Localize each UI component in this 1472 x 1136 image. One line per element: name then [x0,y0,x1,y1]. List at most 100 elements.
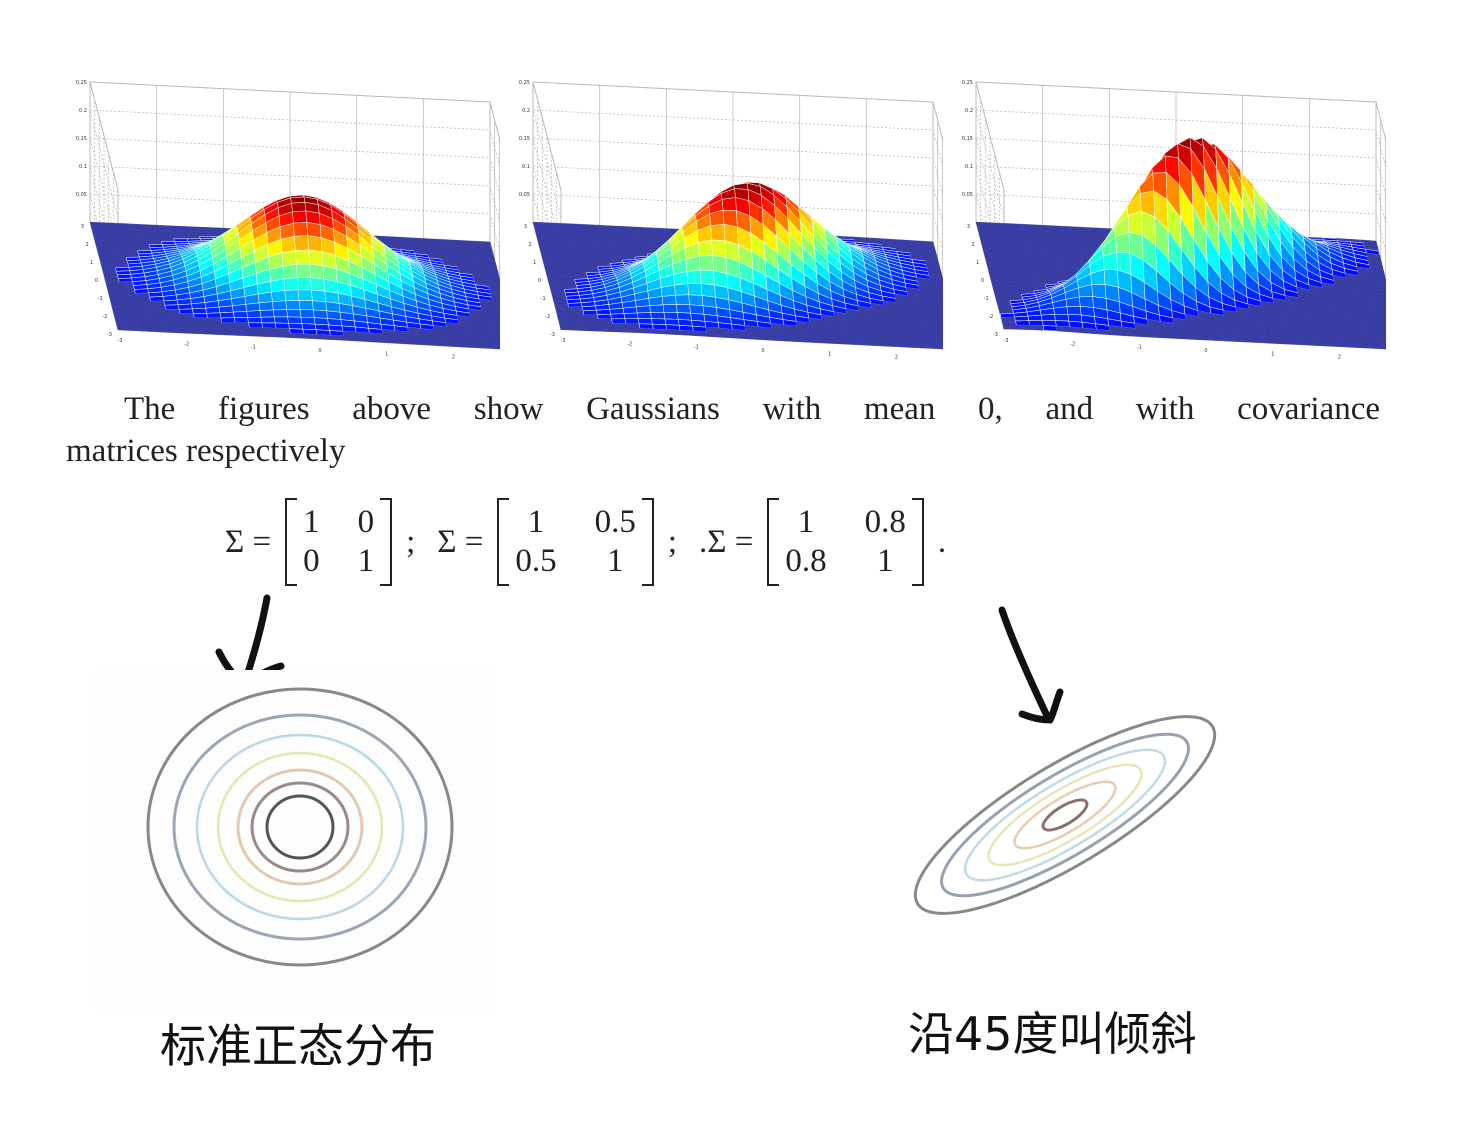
surface-patch [301,323,317,331]
surface-patch [196,329,212,335]
surface-patch [280,235,296,254]
surface-patch [934,298,943,303]
surface-patch [648,296,664,306]
surface-patch [1018,284,1034,289]
covariance-matrix-3: 1 0.8 0.8 1 [767,498,924,586]
surface-patch [599,327,615,332]
equation-term-3: .Σ = 1 0.8 0.8 1 . [699,498,968,586]
x-tick-label: 1 [828,351,831,357]
surface-patch [799,338,815,343]
surface-patch [233,311,248,318]
surface-patch [651,318,667,325]
z-tick-label: 0.2 [79,108,87,114]
surface-patch [1349,343,1365,349]
surface-patch [665,324,681,331]
surface-patch [485,276,500,282]
surface-patch [893,342,908,348]
surface-patch [1162,334,1178,339]
surface-patch [1030,281,1046,286]
surface-patch [549,285,565,290]
surface-patch [928,275,943,281]
x-tick-label: 2 [1338,355,1341,360]
surface-patch [297,289,313,302]
surface-patch [929,330,943,336]
y-tick-label: 0 [981,278,984,284]
surface-patch [157,228,173,233]
x-tick-label: -1 [1137,345,1142,351]
matrix-cell: 0.5 [594,504,636,540]
separator: ; [667,523,677,560]
surface-patch [612,323,627,329]
z-tick-label: 0.05 [962,192,973,198]
surface-patch [839,340,855,345]
surface-patch [100,260,115,265]
surface-patch [1054,314,1070,322]
surface-patch [556,262,572,267]
surface-patch [557,265,572,270]
surface-patch [582,259,597,264]
surface-patch [1042,325,1058,332]
surface-patch [490,293,500,299]
x-tick-label: -3 [1004,338,1009,344]
surface-patch [1053,268,1069,273]
surface-patch [623,312,639,320]
surface-patch [218,305,234,314]
surface-patch [450,342,465,348]
surface-patch [160,238,175,242]
surface-patch [156,328,172,333]
z-tick-label: 0.1 [522,164,530,170]
surface-patch [463,343,479,349]
surface-patch [554,303,569,308]
surface-patch [275,328,291,334]
surface-patch [1374,287,1386,293]
surface-patch [112,257,128,262]
surface-patch [117,277,133,283]
surface-patch [310,277,326,292]
surface-patch [1382,316,1386,321]
surface-patch [208,322,223,328]
surface-patch [1066,265,1081,270]
separator: ; [406,523,416,560]
surface-patch [309,263,325,280]
surface-patch [1372,330,1386,336]
covariance-matrix-1: 1 0 0 1 [285,498,393,586]
surface-patch [295,263,311,278]
surface-patch [106,285,122,290]
surface-patch [733,333,748,340]
surface-patch [120,289,136,294]
surface-patch [149,296,165,302]
surface-patch [639,328,655,334]
x-tick-label: -1 [251,345,256,351]
matrix-cell: 0.8 [785,543,827,579]
surface-patch [119,285,135,290]
surface-patch [1380,309,1386,314]
y-tick-label: -1 [984,296,989,302]
gaussian-surface [975,136,1386,350]
surface-patch [996,300,1012,305]
surface-patch [183,329,199,334]
surface-patch [1309,341,1325,347]
z-tick-label: 0.25 [76,80,87,86]
surface-patch [664,318,680,326]
surface-patch [1362,344,1378,349]
surface-patch [1378,302,1386,307]
surface-patch [496,315,500,321]
surface-patch [773,336,788,342]
surface-patch [572,322,587,328]
surface-patch [937,309,943,314]
surface-patch [303,333,319,340]
surface-patch [137,305,153,310]
surface-patch [314,323,330,331]
surface-patch [931,337,943,343]
surface-patch [553,299,568,304]
surface-patch [940,323,943,328]
surface-patch [497,323,500,328]
surface-patch [1371,326,1386,332]
surface-patch [1383,320,1386,325]
surface-patch [746,334,762,340]
surface-patch [698,239,713,257]
surface-patch [706,331,722,338]
